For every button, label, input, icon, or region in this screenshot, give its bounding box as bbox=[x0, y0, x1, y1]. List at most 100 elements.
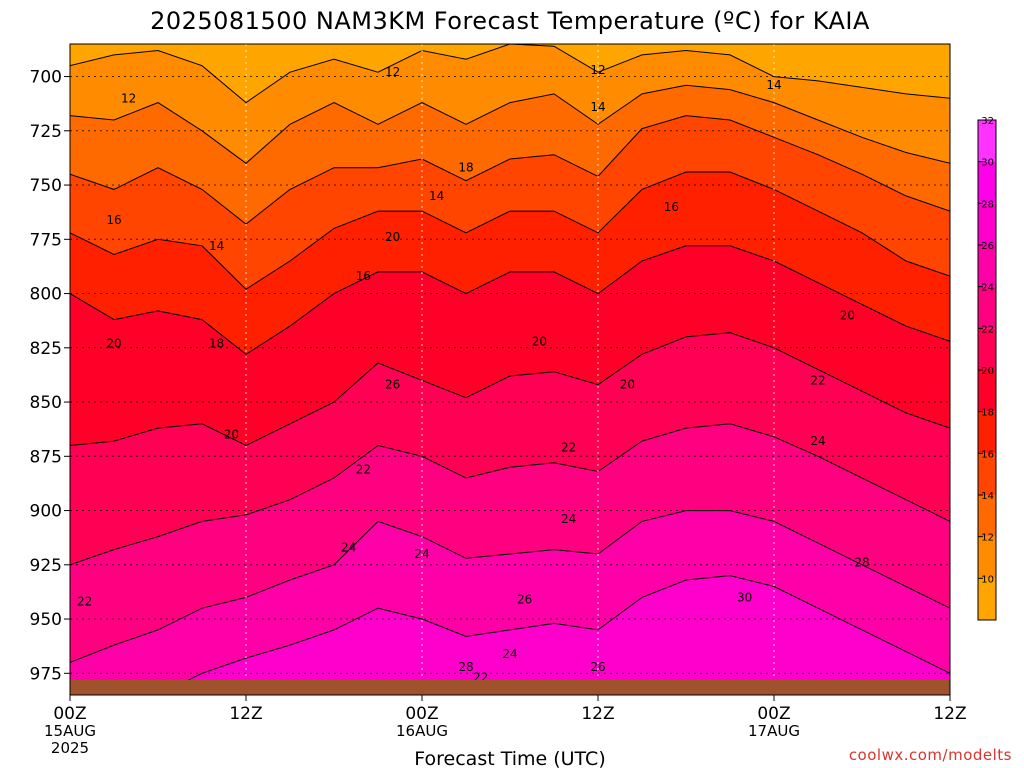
chart-title: 2025081500 NAM3KM Forecast Temperature (… bbox=[150, 7, 870, 35]
contour-label: 24 bbox=[810, 434, 825, 448]
isotherm-24 bbox=[70, 423, 950, 566]
colorbar-swatch bbox=[978, 203, 996, 245]
ground-surface bbox=[70, 679, 950, 695]
colorbar-swatch bbox=[978, 453, 996, 495]
contour-label: 24 bbox=[561, 512, 576, 526]
colorbar-swatch bbox=[978, 286, 996, 329]
isotherm-22 bbox=[70, 332, 950, 447]
colorbar-label: 20 bbox=[981, 366, 994, 377]
contour-label: 16 bbox=[106, 213, 121, 227]
contour-label: 28 bbox=[854, 556, 869, 570]
contour-label: 12 bbox=[121, 91, 136, 105]
contour-label: 28 bbox=[458, 660, 473, 674]
x-date-label: 15AUG bbox=[44, 722, 96, 740]
plot-frame bbox=[69, 43, 951, 696]
x-date-label: 17AUG bbox=[748, 722, 800, 740]
contour-label: 20 bbox=[224, 428, 239, 442]
y-axis: 700 725 750 775 800 825 850 875 900 925 950 975 bbox=[30, 68, 70, 684]
colorbar-label: 26 bbox=[981, 241, 994, 252]
x-tick-label: 12Z bbox=[581, 704, 614, 724]
y-tick-label: 900 bbox=[30, 502, 62, 522]
x-tick-label: 12Z bbox=[933, 704, 966, 724]
contour-label: 20 bbox=[840, 308, 855, 322]
y-tick-label: 925 bbox=[30, 556, 62, 576]
y-tick-label: 850 bbox=[30, 393, 62, 413]
contour-label: 26 bbox=[385, 378, 400, 392]
colorbar: 10 12 14 16 18 20 22 24 26 28 30 32 bbox=[977, 116, 997, 621]
colorbar-swatch bbox=[978, 328, 996, 370]
isotherm-16 bbox=[70, 115, 950, 225]
contour-label: 20 bbox=[385, 230, 400, 244]
colorbar-label: 28 bbox=[981, 199, 994, 210]
colorbar-swatch bbox=[978, 120, 996, 162]
x-tick-label: 12Z bbox=[229, 704, 262, 724]
colorbar-swatch bbox=[978, 245, 996, 287]
contour-label: 24 bbox=[341, 540, 356, 554]
colorbar-label: 18 bbox=[981, 408, 994, 419]
colorbar-label: 24 bbox=[981, 283, 994, 294]
temperature-bands bbox=[70, 44, 950, 695]
isotherm-14 bbox=[70, 84, 950, 164]
contour-label: 20 bbox=[620, 378, 635, 392]
contour-label: 14 bbox=[590, 100, 605, 114]
contour-label: 12 bbox=[590, 63, 605, 77]
isotherm-18 bbox=[70, 171, 950, 290]
x-date-label: 16AUG bbox=[396, 722, 448, 740]
credit-text: coolwx.com/modelts bbox=[849, 746, 1012, 764]
contour-label: 26 bbox=[517, 593, 532, 607]
contour-label: 30 bbox=[737, 590, 752, 604]
contour-label: 22 bbox=[356, 462, 371, 476]
colorbar-label: 10 bbox=[981, 574, 994, 585]
contour-label: 22 bbox=[561, 441, 576, 455]
colorbar-label: 14 bbox=[981, 491, 994, 502]
colorbar-label: 32 bbox=[981, 116, 994, 127]
contour-label: 20 bbox=[532, 334, 547, 348]
contour-label: 22 bbox=[77, 595, 92, 609]
x-year-label: 2025 bbox=[51, 739, 89, 757]
y-tick-label: 775 bbox=[30, 230, 62, 250]
contour-label: 20 bbox=[106, 336, 121, 350]
isotherm-20 bbox=[70, 245, 950, 355]
contour-label: 12 bbox=[385, 65, 400, 79]
contour-label: 26 bbox=[590, 660, 605, 674]
contour-label: 18 bbox=[458, 161, 473, 175]
contour-label: 14 bbox=[429, 189, 444, 203]
x-tick-label: 00Z bbox=[405, 704, 438, 724]
contour-label: 22 bbox=[810, 373, 825, 387]
plot-area: 12 12 12 14 14 16 14 14 18 16 20 16 20 18 20 20 20 26 20 22… bbox=[70, 44, 950, 695]
y-tick-label: 700 bbox=[30, 68, 62, 88]
contour-label: 14 bbox=[766, 78, 781, 92]
y-tick-label: 725 bbox=[30, 122, 62, 142]
isotherm-26 bbox=[70, 510, 950, 663]
y-tick-label: 825 bbox=[30, 339, 62, 359]
contour-label: 24 bbox=[502, 647, 517, 661]
colorbar-label: 12 bbox=[981, 533, 994, 544]
colorbar-swatch bbox=[978, 578, 996, 620]
contour-label: 24 bbox=[414, 547, 429, 561]
colorbar-label: 22 bbox=[981, 324, 994, 335]
colorbar-swatch bbox=[978, 495, 996, 537]
colorbar-swatch bbox=[978, 536, 996, 579]
contour-label: 14 bbox=[209, 239, 224, 253]
colorbar-label: 16 bbox=[981, 449, 994, 460]
colorbar-label: 30 bbox=[981, 158, 994, 169]
gridlines bbox=[70, 44, 950, 695]
x-axis-label: Forecast Time (UTC) bbox=[414, 748, 605, 768]
contour-label: 18 bbox=[209, 336, 224, 350]
isotherm-12 bbox=[70, 44, 950, 104]
isotherm-28 bbox=[70, 575, 950, 695]
contour-label: 16 bbox=[664, 200, 679, 214]
x-tick-label: 00Z bbox=[757, 704, 790, 724]
isotherm-contours bbox=[70, 44, 950, 695]
contour-label: 16 bbox=[356, 269, 371, 283]
y-tick-label: 975 bbox=[30, 664, 62, 684]
contour-labels: 12 12 12 14 14 16 14 14 18 16 20 16 20 18 20 20 20 26 20 22… bbox=[77, 63, 870, 685]
x-tick-label: 00Z bbox=[53, 704, 86, 724]
colorbar-swatch bbox=[978, 370, 996, 412]
y-tick-label: 875 bbox=[30, 447, 62, 467]
y-tick-label: 750 bbox=[30, 176, 62, 196]
band-28 bbox=[70, 575, 950, 695]
colorbar-swatch bbox=[978, 161, 996, 204]
